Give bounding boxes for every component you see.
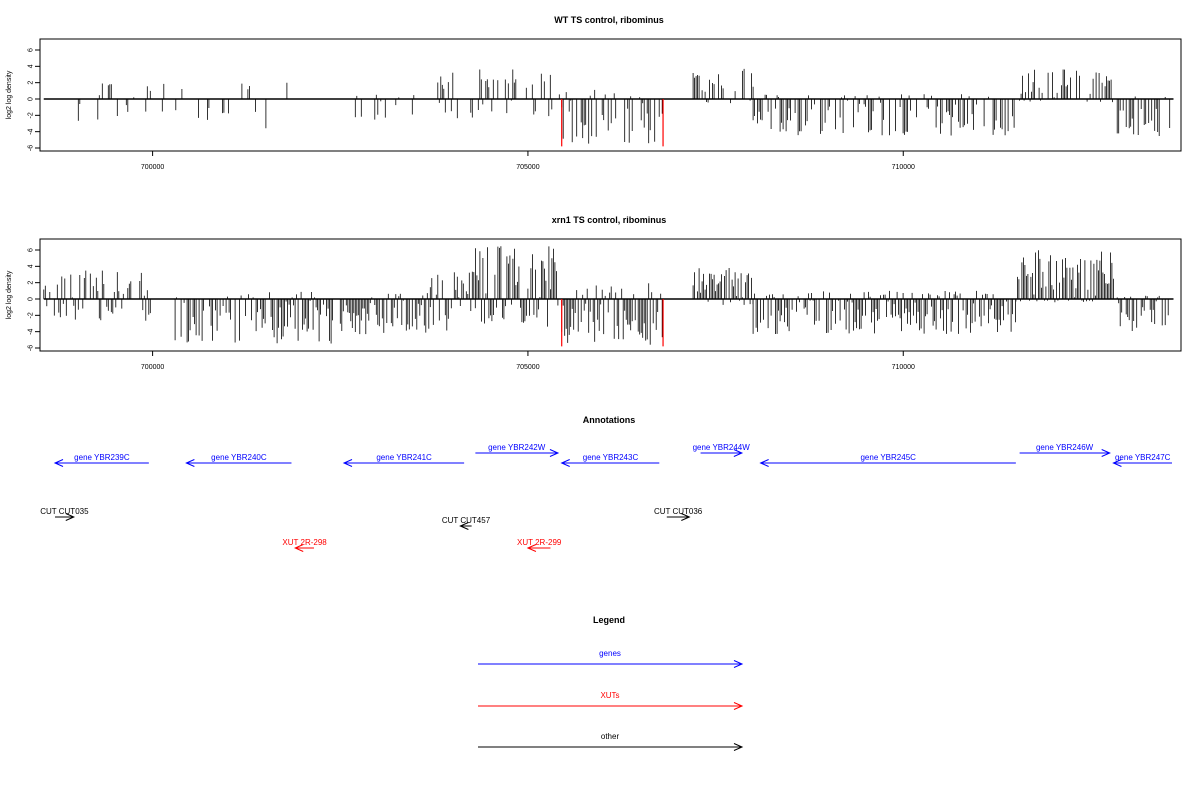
panel-title: xrn1 TS control, ribominus: [552, 215, 667, 225]
feature-gene: gene YBR240C: [185, 453, 292, 467]
y-tick-label: -6: [28, 345, 35, 351]
legend-label: other: [601, 732, 620, 741]
annotations-title: Annotations: [583, 415, 636, 425]
y-tick-label: 4: [28, 64, 35, 68]
legend-arrow-head: [733, 702, 744, 710]
x-tick-label: 700000: [141, 164, 164, 171]
feature-xut: XUT 2R-298: [282, 538, 327, 552]
feature-label: gene YBR241C: [376, 453, 432, 462]
y-tick-label: 0: [28, 97, 35, 101]
feature-arrow-head: [293, 544, 304, 552]
x-tick-label: 700000: [141, 364, 164, 371]
feature-label: gene YBR247C: [1115, 453, 1171, 462]
x-tick-label: 705000: [516, 164, 539, 171]
feature-other: CUT CUT457: [442, 516, 491, 530]
feature-label: gene YBR243C: [583, 453, 639, 462]
feature-gene: gene YBR239C: [53, 453, 149, 467]
feature-arrow-head: [342, 459, 353, 467]
x-tick-label: 710000: [892, 164, 915, 171]
y-tick-label: -4: [28, 128, 35, 134]
feature-label: gene YBR240C: [211, 453, 267, 462]
legend-label: XUTs: [600, 691, 619, 700]
y-tick-label: -2: [28, 112, 35, 118]
density-bars: [43, 68, 1174, 147]
feature-gene: gene YBR246W: [1019, 443, 1111, 457]
legend-items: genes XUTs other: [478, 649, 744, 751]
feature-gene: gene YBR242W: [475, 443, 560, 457]
legend-arrow-head: [733, 743, 744, 751]
feature-arrow-head: [560, 459, 570, 467]
feature-label: gene YBR242W: [488, 443, 546, 452]
feature-xut: XUT 2R-299: [517, 538, 562, 552]
feature-label: gene YBR245C: [860, 453, 916, 462]
feature-arrow-head: [459, 522, 469, 530]
y-tick-label: 0: [28, 297, 35, 301]
feature-label: gene YBR239C: [74, 453, 130, 462]
y-tick-label: 6: [28, 248, 35, 252]
x-axis: 700000 705000 710000: [141, 351, 915, 371]
feature-arrow-head: [733, 449, 744, 457]
panel-title: WT TS control, ribominus: [554, 15, 664, 25]
feature-label: XUT 2R-299: [517, 538, 562, 547]
annotations-track: Annotations gene YBR239C gene YBR240C gene…: [40, 415, 1172, 552]
feature-list: gene YBR239C gene YBR240C gene YBR241C gene…: [40, 443, 1172, 552]
y-tick-label: 2: [28, 81, 35, 85]
y-tick-label: 2: [28, 281, 35, 285]
y-axis-label: log2 log density: [6, 270, 13, 319]
plot-frame: [39, 38, 1182, 152]
feature-gene: gene YBR245C: [759, 453, 1016, 467]
x-tick-label: 710000: [892, 364, 915, 371]
feature-label: XUT 2R-298: [282, 538, 327, 547]
feature-arrow-head: [681, 513, 691, 521]
feature-arrow-head: [1101, 449, 1111, 457]
feature-label: CUT CUT035: [40, 507, 89, 516]
y-tick-label: -4: [28, 328, 35, 334]
feature-arrow-head: [759, 459, 769, 467]
legend-arrow-head: [733, 660, 744, 668]
feature-arrow-head: [1112, 459, 1122, 467]
density-bars: [43, 246, 1174, 347]
y-axis-label: log2 log density: [6, 70, 13, 119]
feature-label: gene YBR244W: [693, 443, 751, 452]
feature-label: CUT CUT036: [654, 507, 703, 516]
feature-gene: gene YBR247C: [1112, 453, 1172, 467]
feature-arrow-head: [549, 449, 560, 457]
x-axis: 700000 705000 710000: [141, 151, 915, 171]
feature-label: CUT CUT457: [442, 516, 491, 525]
feature-arrow-head: [53, 459, 64, 467]
legend-item-xut: XUTs: [478, 691, 744, 710]
legend-label: genes: [599, 649, 621, 658]
feature-arrow-head: [185, 459, 195, 467]
legend-item-gene: genes: [478, 649, 744, 668]
legend-item-other: other: [478, 732, 744, 751]
feature-gene: gene YBR244W: [693, 443, 751, 457]
y-tick-label: 4: [28, 264, 35, 268]
y-tick-label: -2: [28, 312, 35, 318]
feature-gene: gene YBR243C: [560, 453, 660, 467]
y-axis: -6 -4 -2 0 2 4 6: [28, 48, 41, 151]
legend-title: Legend: [593, 615, 625, 625]
y-tick-label: 6: [28, 48, 35, 52]
feature-arrow-head: [65, 513, 76, 521]
feature-label: gene YBR246W: [1036, 443, 1094, 452]
feature-other: CUT CUT035: [40, 507, 89, 521]
legend: Legend genes XUTs other: [478, 615, 744, 751]
y-axis: -6 -4 -2 0 2 4 6: [28, 248, 41, 351]
x-tick-label: 705000: [516, 364, 539, 371]
xrn1-density-panel: xrn1 TS control, ribominus log2 log dens…: [6, 215, 1182, 371]
y-tick-label: -6: [28, 145, 35, 151]
wt-density-panel: WT TS control, ribominus log2 log densit…: [6, 15, 1182, 171]
plot-frame: [39, 238, 1182, 352]
feature-gene: gene YBR241C: [342, 453, 465, 467]
feature-arrow-head: [526, 544, 537, 552]
feature-other: CUT CUT036: [654, 507, 703, 521]
